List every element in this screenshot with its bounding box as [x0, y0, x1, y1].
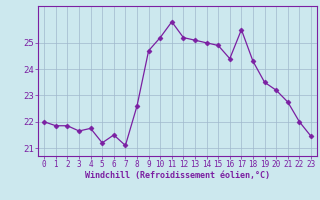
X-axis label: Windchill (Refroidissement éolien,°C): Windchill (Refroidissement éolien,°C) [85, 171, 270, 180]
